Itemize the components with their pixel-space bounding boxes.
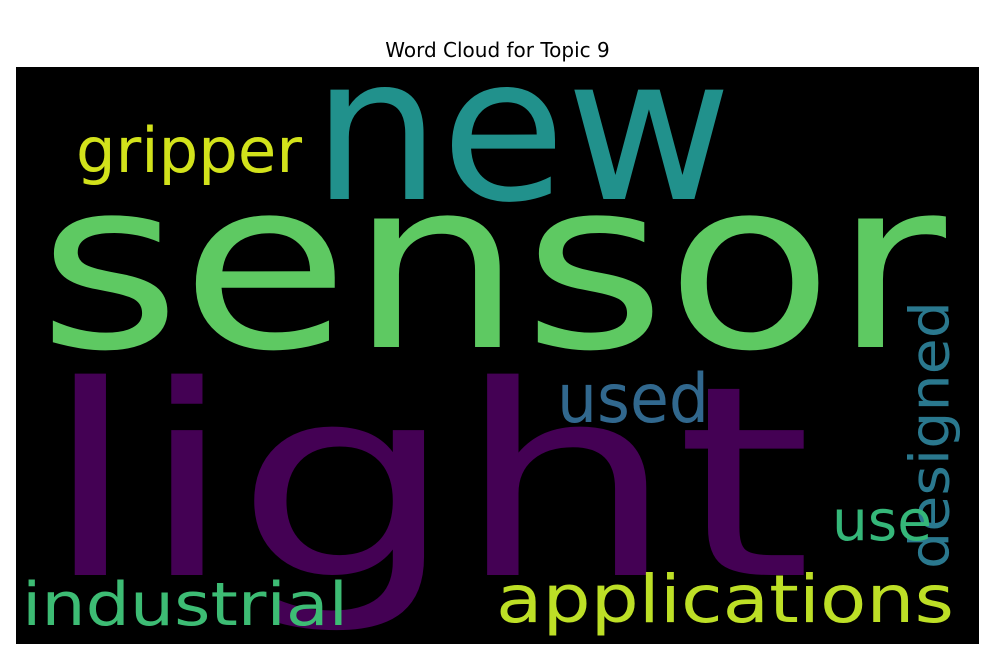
word-designed: designed — [899, 301, 962, 569]
word-use: use — [832, 489, 932, 554]
word-sensor: sensor — [38, 130, 946, 403]
word-applications: applications — [496, 561, 954, 638]
chart-title: Word Cloud for Topic 9 — [385, 38, 610, 62]
word-new: new — [312, 67, 732, 247]
word-cloud-canvas: sensor light new gripper used designed use indu… — [16, 67, 979, 644]
word-industrial: industrial — [22, 570, 348, 640]
word-light: light — [42, 330, 812, 638]
word-gripper: gripper — [76, 114, 303, 187]
word-used: used — [557, 360, 709, 439]
